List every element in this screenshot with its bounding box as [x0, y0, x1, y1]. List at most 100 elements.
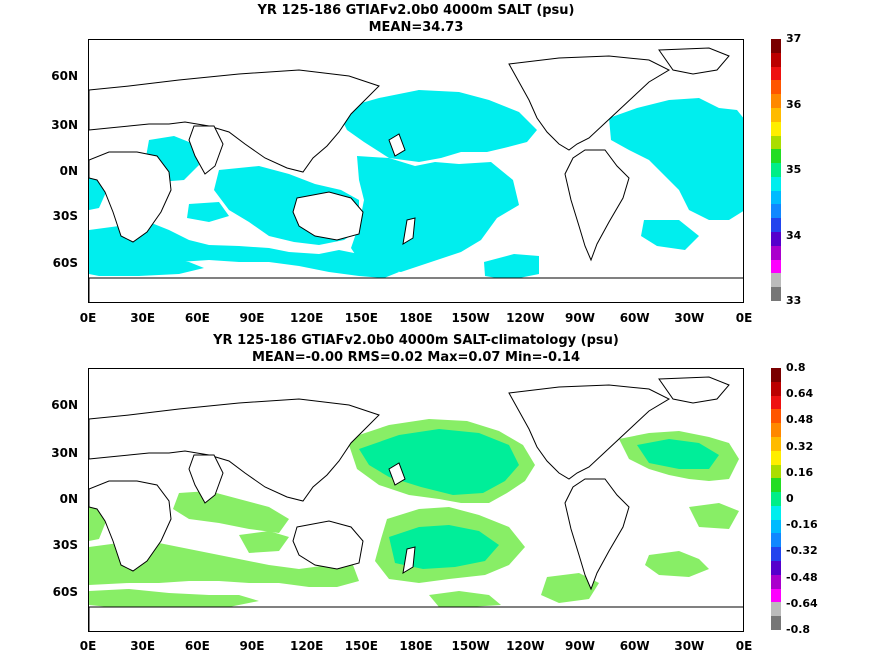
- colorbar-segment: [771, 176, 781, 192]
- colorbar-segment: [771, 602, 781, 617]
- lon-label: 90W: [565, 311, 595, 325]
- colorbar-tick-label: 35: [786, 163, 802, 176]
- lon-label: 90W: [565, 639, 595, 653]
- colorbar-segment: [771, 436, 781, 452]
- colorbar-segment: [771, 80, 781, 95]
- colorbar-segment: [771, 492, 781, 507]
- colorbar-segment: [771, 547, 781, 562]
- colorbar-tick-label: 0: [786, 492, 794, 505]
- colorbar-tick-label: 36: [786, 97, 802, 111]
- colorbar-segment: [771, 616, 781, 631]
- colorbar-segment: [771, 204, 781, 219]
- colorbar-segment: [771, 409, 781, 424]
- colorbar-anomaly: [771, 368, 781, 631]
- panel1-subtitle: MEAN=34.73: [368, 20, 464, 35]
- colorbar-segment: [771, 121, 781, 137]
- colorbar-segment: [771, 464, 781, 479]
- lat-label: 30S: [52, 209, 78, 223]
- colorbar-segment: [771, 39, 781, 54]
- lon-label: 150W: [451, 639, 490, 653]
- lat-label: 30S: [52, 538, 78, 552]
- panel2-subtitle: MEAN=-0.00 RMS=0.02 Max=0.07 Min=-0.14: [251, 350, 581, 365]
- colorbar-segment: [771, 149, 781, 164]
- colorbar-segment: [771, 52, 781, 68]
- lat-label: 60S: [52, 256, 78, 270]
- colorbar-tick-label: -0.16: [786, 518, 818, 532]
- map-panel-salinity: [88, 39, 744, 303]
- lon-label: 150E: [344, 639, 378, 653]
- colorbar-segment: [771, 259, 781, 274]
- colorbar-segment: [771, 66, 781, 81]
- colorbar-segment: [771, 561, 781, 576]
- colorbar-segment: [771, 533, 781, 548]
- colorbar-segment: [771, 450, 781, 466]
- colorbar-tick-label: -0.64: [786, 596, 818, 610]
- lon-label: 60W: [619, 311, 650, 325]
- colorbar-segment: [771, 588, 781, 603]
- colorbar-segment: [771, 94, 781, 109]
- lat-label: 30N: [51, 118, 78, 132]
- colorbar-tick-label: 0.8: [786, 361, 806, 374]
- lat-label: 0N: [59, 492, 78, 506]
- lon-label: 30W: [674, 639, 705, 653]
- lat-label: 30N: [51, 446, 78, 460]
- colorbar-segment: [771, 368, 781, 383]
- lon-label: 120E: [290, 639, 324, 653]
- lon-label: 0E: [79, 639, 97, 653]
- lon-label: 60E: [184, 311, 210, 325]
- lon-label: 90E: [239, 639, 265, 653]
- lon-label: 30W: [674, 311, 705, 325]
- colorbar-segment: [771, 395, 781, 410]
- lon-label: 30E: [130, 639, 156, 653]
- lon-label: 0E: [735, 311, 753, 325]
- colorbar-segment: [771, 574, 781, 590]
- panel1-title: YR 125-186 GTIAFv2.0b0 4000m SALT (psu): [257, 3, 575, 18]
- colorbar-segment: [771, 423, 781, 438]
- map-panel-anomaly: [88, 368, 744, 632]
- colorbar-tick-label: 0.16: [786, 465, 814, 479]
- anomaly-map: [89, 376, 743, 631]
- lon-label: 150W: [451, 311, 490, 325]
- colorbar-segment: [771, 245, 781, 261]
- lon-label: 120E: [290, 311, 324, 325]
- lon-label: 60E: [184, 639, 210, 653]
- lon-label: 120W: [506, 311, 545, 325]
- panel2-title: YR 125-186 GTIAFv2.0b0 4000m SALT-climat…: [213, 333, 619, 348]
- lon-label: 180E: [399, 639, 433, 653]
- colorbar-segment: [771, 107, 781, 123]
- lon-label: 60W: [619, 639, 650, 653]
- colorbar-segment: [771, 505, 781, 521]
- lat-label: 0N: [59, 164, 78, 178]
- colorbar-segment: [771, 287, 781, 302]
- colorbar-segment: [771, 273, 781, 288]
- colorbar-segment: [771, 218, 781, 233]
- lon-label: 150E: [344, 311, 378, 325]
- lon-label: 120W: [506, 639, 545, 653]
- colorbar-segment: [771, 381, 781, 397]
- colorbar-tick-label: -0.8: [786, 623, 811, 636]
- colorbar-tick-label: 0.32: [786, 439, 814, 453]
- colorbar-tick-label: 0.64: [786, 387, 814, 401]
- lon-label: 180E: [399, 311, 433, 325]
- colorbar-tick-label: 0.48: [786, 413, 814, 427]
- colorbar-tick-label: -0.48: [786, 570, 818, 584]
- lon-label: 90E: [239, 311, 265, 325]
- coastlines: [89, 47, 743, 302]
- colorbar-segment: [771, 190, 781, 205]
- lat-label: 60N: [51, 398, 78, 412]
- lon-label: 0E: [735, 639, 753, 653]
- lat-label: 60S: [52, 585, 78, 599]
- colorbar-tick-label: 33: [786, 294, 802, 307]
- colorbar-segment: [771, 232, 781, 247]
- colorbar-segment: [771, 163, 781, 178]
- coastlines: [89, 376, 743, 631]
- lon-label: 0E: [79, 311, 97, 325]
- colorbar-tick-label: 34: [786, 228, 802, 242]
- colorbar-segment: [771, 135, 781, 150]
- colorbar-segment: [771, 519, 781, 534]
- colorbar-segment: [771, 478, 781, 493]
- lon-label: 30E: [130, 311, 156, 325]
- lat-label: 60N: [51, 69, 78, 83]
- salinity-map: [89, 47, 743, 302]
- colorbar-tick-label: 37: [786, 32, 802, 45]
